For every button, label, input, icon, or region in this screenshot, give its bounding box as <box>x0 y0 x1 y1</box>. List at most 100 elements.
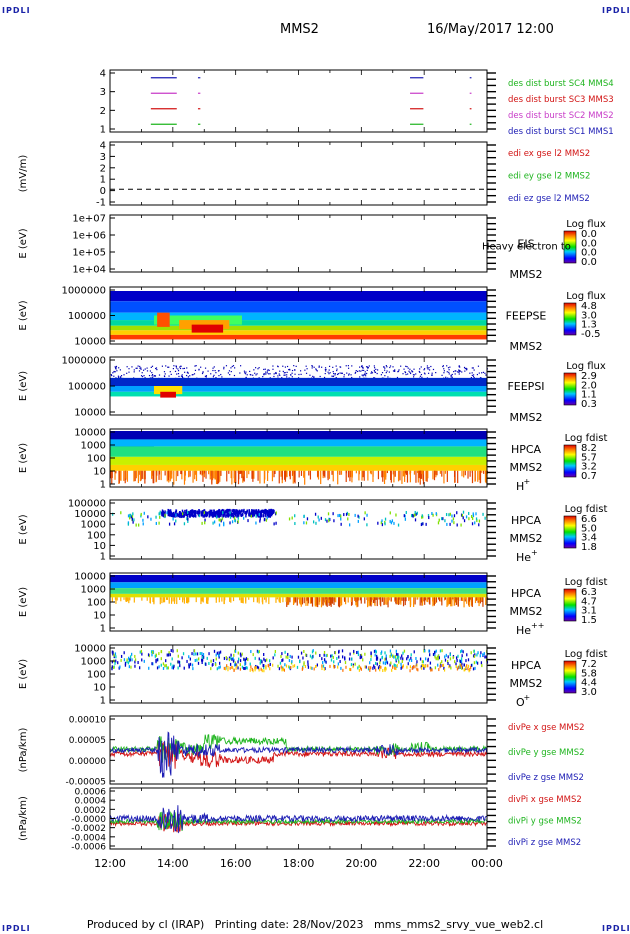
hpca_hepp-spectrogram-cell <box>187 597 189 604</box>
hpca_hepp-spectrogram-cell <box>320 597 322 601</box>
hpca_hepp-spectrogram-cell <box>468 597 470 607</box>
hpca_hepp-colorbar-title: Log fdist <box>565 577 608 588</box>
feepsi-spectrogram-cell <box>156 368 158 371</box>
hpca_o-spectrogram-cell <box>434 650 436 654</box>
hpca_h-spectrogram-cell <box>464 470 466 476</box>
feepsi-spectrogram-cell <box>257 368 259 370</box>
hpca_he-spectrogram-cell <box>216 511 219 515</box>
hpca_o-spectrogram-cell <box>118 666 120 670</box>
feepsi-spectrogram-cell <box>230 367 232 369</box>
hpca_o-spectrogram-cell <box>429 666 431 670</box>
hpca_h-spectrogram-cell <box>194 470 196 480</box>
hpca_o-spectrogram-cell <box>339 660 341 664</box>
hpca_he-spectrogram-cell <box>428 516 430 520</box>
hpca_hepp-spectrogram-cell <box>478 597 480 607</box>
hpca_hepp-spectrogram-cell <box>276 597 278 600</box>
hpca_o-spectrogram-cell <box>115 655 117 659</box>
feepsi-spectrogram-cell <box>471 372 473 374</box>
feepsi-spectrogram-cell <box>404 371 407 374</box>
feepsi-spectrogram-cell <box>428 369 431 371</box>
hpca_o-spectrogram-cell <box>423 649 425 653</box>
hpca_o-spectrogram-cell <box>480 651 482 655</box>
hpca_o-spectrogram-cell <box>338 655 340 659</box>
hpca_he-spectrogram-cell <box>161 509 164 513</box>
hpca_o-spectrogram-cell <box>395 649 397 653</box>
hpca_o-spectrogram-cell <box>290 665 292 669</box>
feepsi-ylabel: E (eV) <box>18 371 29 401</box>
hpca_o-spectrogram-cell <box>287 652 289 656</box>
hpca_o-spectrogram-cell <box>289 666 291 670</box>
hpca_o-spectrogram-cell <box>293 664 296 668</box>
feepsi-spectrogram-cell <box>149 370 152 372</box>
hpca_o-spectrogram-cell <box>123 651 125 655</box>
hpca_o-spectrogram-cell <box>162 662 165 666</box>
hpca_o-spectrogram-cell <box>365 665 367 669</box>
hpca_he-spectrogram-cell <box>332 512 334 516</box>
hpca_hepp-spectrogram-cell <box>128 597 130 604</box>
hpca_o-spectrogram-cell <box>189 657 191 661</box>
hpca_o-spectrogram-cell <box>255 666 257 670</box>
hpca_hepp-spectrogram-cell <box>141 597 143 601</box>
hpca_h-spectrogram-cell <box>238 470 240 480</box>
hpca_o-spectrogram-cell <box>394 664 396 668</box>
feepse-colorbar-label: -0.5 <box>581 329 601 340</box>
hpca_he-spectrogram-cell <box>255 510 257 514</box>
divpi-ytick-label: -0.0006 <box>71 843 106 853</box>
feepsi-spectrogram-cell <box>194 365 196 367</box>
hpca_o-spectrogram-cell <box>292 664 294 668</box>
hpca_o-spectrogram-cell <box>258 657 260 661</box>
feepsi-spectrogram-cell <box>386 366 388 368</box>
divpe-ytick-label: 0.00000 <box>69 757 106 767</box>
hpca_o-spectrogram-cell <box>473 654 476 658</box>
hpca_o-spectrogram-cell <box>356 651 358 655</box>
hpca_hepp-spectrogram-cell <box>125 597 127 600</box>
feepsi-spectrogram-cell <box>334 374 336 376</box>
hpca_h-ytick-label: 100 <box>87 454 106 465</box>
hpca_o-spectrogram-cell <box>415 657 417 661</box>
hpca_o-spectrogram-cell <box>362 658 364 662</box>
hpca_h-spectrogram-cell <box>317 470 319 477</box>
hpca_he-spectrogram-cell <box>259 514 261 518</box>
feepsi-spectrogram-cell <box>324 372 326 375</box>
hpca_hepp-spectrogram-cell <box>275 597 277 603</box>
hpca_he-spectrogram-cell <box>451 514 453 518</box>
hpca_o-spectrogram-cell <box>437 663 439 667</box>
feepsi-spectrogram-cell <box>337 373 340 375</box>
feepse-ylabel: E (eV) <box>18 300 29 330</box>
hpca_he-spectrogram-cell <box>264 512 267 516</box>
hpca_o-spectrogram-cell <box>218 661 221 665</box>
feepsi-spectrogram-cell <box>431 374 433 376</box>
feepsi-spectrogram-cell <box>313 366 315 368</box>
hpca_o-spectrogram-cell <box>281 652 283 656</box>
hpca_o-spectrogram-cell <box>241 665 244 669</box>
feepsi-spectrogram-cell <box>114 371 116 373</box>
feepsi-spectrogram-cell <box>413 368 415 370</box>
hpca_o-spectrogram-cell <box>218 651 220 655</box>
feepsi-spectrogram-cell <box>231 365 233 368</box>
hpca_o-spectrogram-cell <box>277 664 279 668</box>
hpca_o-spectrogram-cell <box>440 664 442 668</box>
hpca_h-spectrogram-cell <box>406 470 409 483</box>
feepsi-spectrogram-cell <box>339 372 341 374</box>
footer-credit: Produced by cl (IRAP) Printing date: 28/… <box>86 918 544 931</box>
feepsi-spectrogram-cell <box>386 370 388 372</box>
hpca_he-colorbar-label: 5.0 <box>581 523 597 534</box>
hpca_h-spectrogram-cell <box>394 470 396 477</box>
hpca_o-spectrogram-cell <box>113 666 115 670</box>
hpca_he-spectrogram-cell <box>229 508 231 512</box>
feepsi-spectrogram-cell <box>481 372 483 374</box>
hpca_hepp-spectrogram-cell <box>399 597 402 603</box>
hpca_o-spectrogram-cell <box>397 653 399 657</box>
feepsi-spectrogram-cell <box>343 376 345 378</box>
feepsi-spectrogram-cell <box>442 365 444 367</box>
feepsi-spectrogram-cell <box>110 386 487 392</box>
hpca_o-spectrogram-cell <box>338 650 340 654</box>
hpca_he-spectrogram-cell <box>448 513 450 517</box>
feepsi-spectrogram-cell <box>205 375 208 377</box>
hpca_hepp-spectrogram-cell <box>380 597 382 607</box>
feepsi-spectrogram-cell <box>158 374 161 376</box>
feepsi-spectrogram-cell <box>253 369 255 371</box>
divpe-series-line <box>109 731 488 778</box>
hpca_o-spectrogram-cell <box>197 657 200 661</box>
hpca_h-spectrogram-cell <box>347 470 350 478</box>
